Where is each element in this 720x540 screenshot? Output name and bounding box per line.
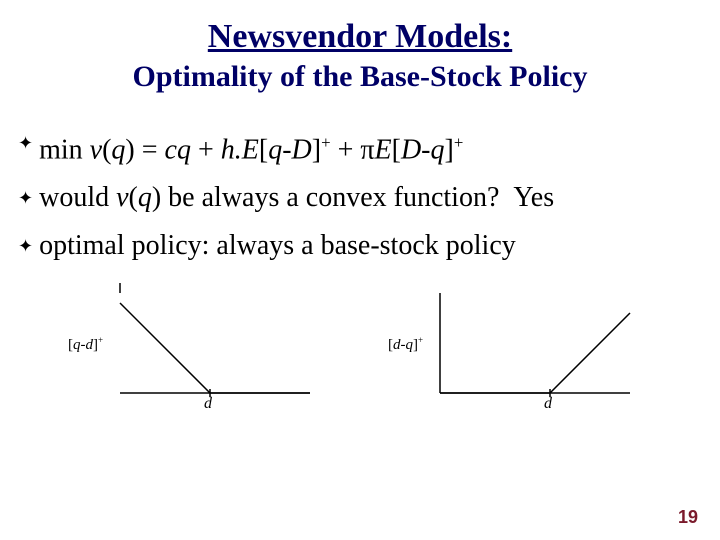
chart-left: [q-d]+ d [70, 283, 330, 423]
chart-left-xlabel: d [204, 395, 212, 413]
chart-right-ylabel: [d-q]+ [388, 335, 423, 354]
bullet-list: ✦ min v(q) = cq + h.E[q-D]+ + πE[D-q]+ ✦… [0, 94, 720, 263]
title-line2: Optimality of the Base-Stock Policy [0, 60, 720, 94]
bullet-item: ✦ would v(q) be always a convex function… [18, 181, 702, 215]
page-number: 19 [678, 507, 698, 528]
title-block: Newsvendor Models: Optimality of the Bas… [0, 0, 720, 94]
title-line1: Newsvendor Models: [0, 18, 720, 56]
bullet-item: ✦ optimal policy: always a base-stock po… [18, 229, 702, 263]
bullet-text: min v(q) = cq + h.E[q-D]+ + πE[D-q]+ [39, 126, 463, 167]
chart-left-svg [70, 283, 330, 423]
bullet-text: optimal policy: always a base-stock poli… [39, 229, 516, 263]
chart-right-svg [390, 283, 650, 423]
bullet-text: would v(q) be always a convex function? … [39, 181, 554, 215]
chart-right: [d-q]+ d [390, 283, 650, 423]
chart-line [440, 313, 630, 393]
charts-row: [q-d]+ d [d-q]+ d [0, 283, 720, 423]
chart-right-xlabel: d [544, 395, 552, 413]
bullet-item: ✦ min v(q) = cq + h.E[q-D]+ + πE[D-q]+ [18, 126, 702, 167]
bullet-glyph-icon: ✦ [18, 126, 33, 160]
chart-line [120, 303, 310, 393]
bullet-glyph-icon: ✦ [18, 229, 33, 263]
chart-left-ylabel: [q-d]+ [68, 335, 103, 354]
bullet-glyph-icon: ✦ [18, 181, 33, 215]
